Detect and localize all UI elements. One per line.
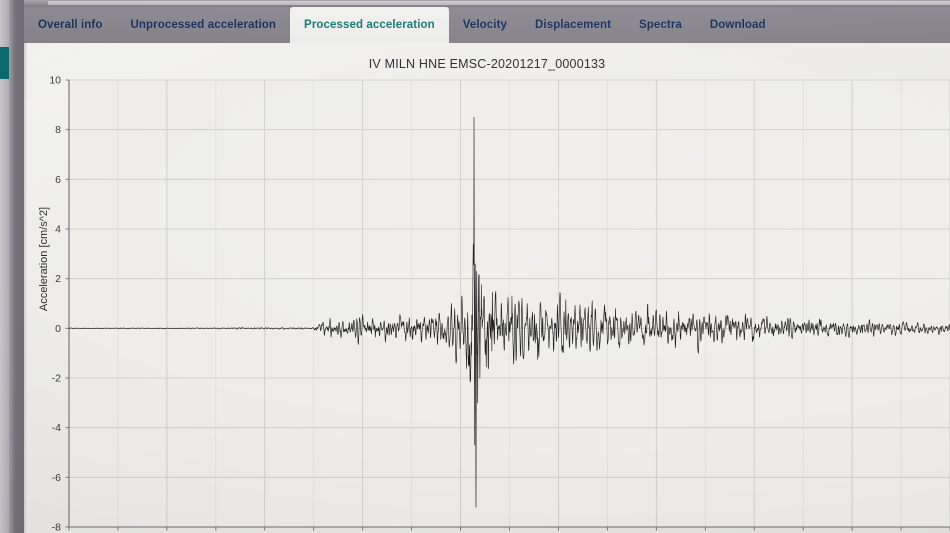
seismogram-plot[interactable]: 024681012141618202224262830323436-8-6-4-…	[24, 43, 950, 533]
left-gutter	[0, 0, 24, 533]
y-tick-label: 6	[55, 174, 61, 186]
window-title-strip	[0, 0, 950, 7]
chart-title: IV MILN HNE EMSC-20201217_0000133	[368, 57, 606, 71]
tab-unprocessed-acceleration[interactable]: Unprocessed acceleration	[130, 19, 277, 31]
y-tick-label: 0	[55, 323, 61, 335]
y-tick-label: -6	[52, 472, 61, 484]
acceleration-figure: IV MILN HNE EMSC-20201217_0000133 Accele…	[24, 43, 950, 533]
y-tick-label: 10	[49, 75, 61, 87]
window-title-strip-inner	[48, 1, 950, 5]
waveform-trace	[69, 116, 950, 508]
y-tick-label: 4	[55, 224, 61, 236]
tab-processed-acceleration[interactable]: Processed acceleration	[290, 7, 449, 43]
y-tick-label: 2	[55, 273, 61, 285]
teal-accent-marker[interactable]	[0, 47, 9, 79]
tab-velocity[interactable]: Velocity	[462, 19, 508, 31]
tab-overall-info[interactable]: Overall info	[38, 19, 103, 31]
x-tick-labels: 024681012141618202224262830323436	[68, 527, 950, 531]
y-tick-label: -8	[52, 522, 61, 533]
y-tick-label: -2	[52, 373, 61, 385]
y-tick-labels: -8 -6 -4 -2 0 2 4 6 8 10	[49, 75, 69, 533]
tab-spectra[interactable]: Spectra	[639, 19, 682, 31]
tab-download[interactable]: Download	[709, 19, 766, 31]
tab-list: Overall info Unprocessed acceleration Proc…	[24, 7, 780, 43]
left-gutter-light	[0, 0, 9, 533]
y-tick-label: -4	[52, 422, 61, 434]
y-tick-label: 8	[55, 124, 61, 136]
tab-bar: Overall info Unprocessed acceleration Proc…	[24, 7, 950, 43]
panel-left-edge	[24, 43, 27, 533]
tab-displacement[interactable]: Displacement	[535, 19, 612, 31]
